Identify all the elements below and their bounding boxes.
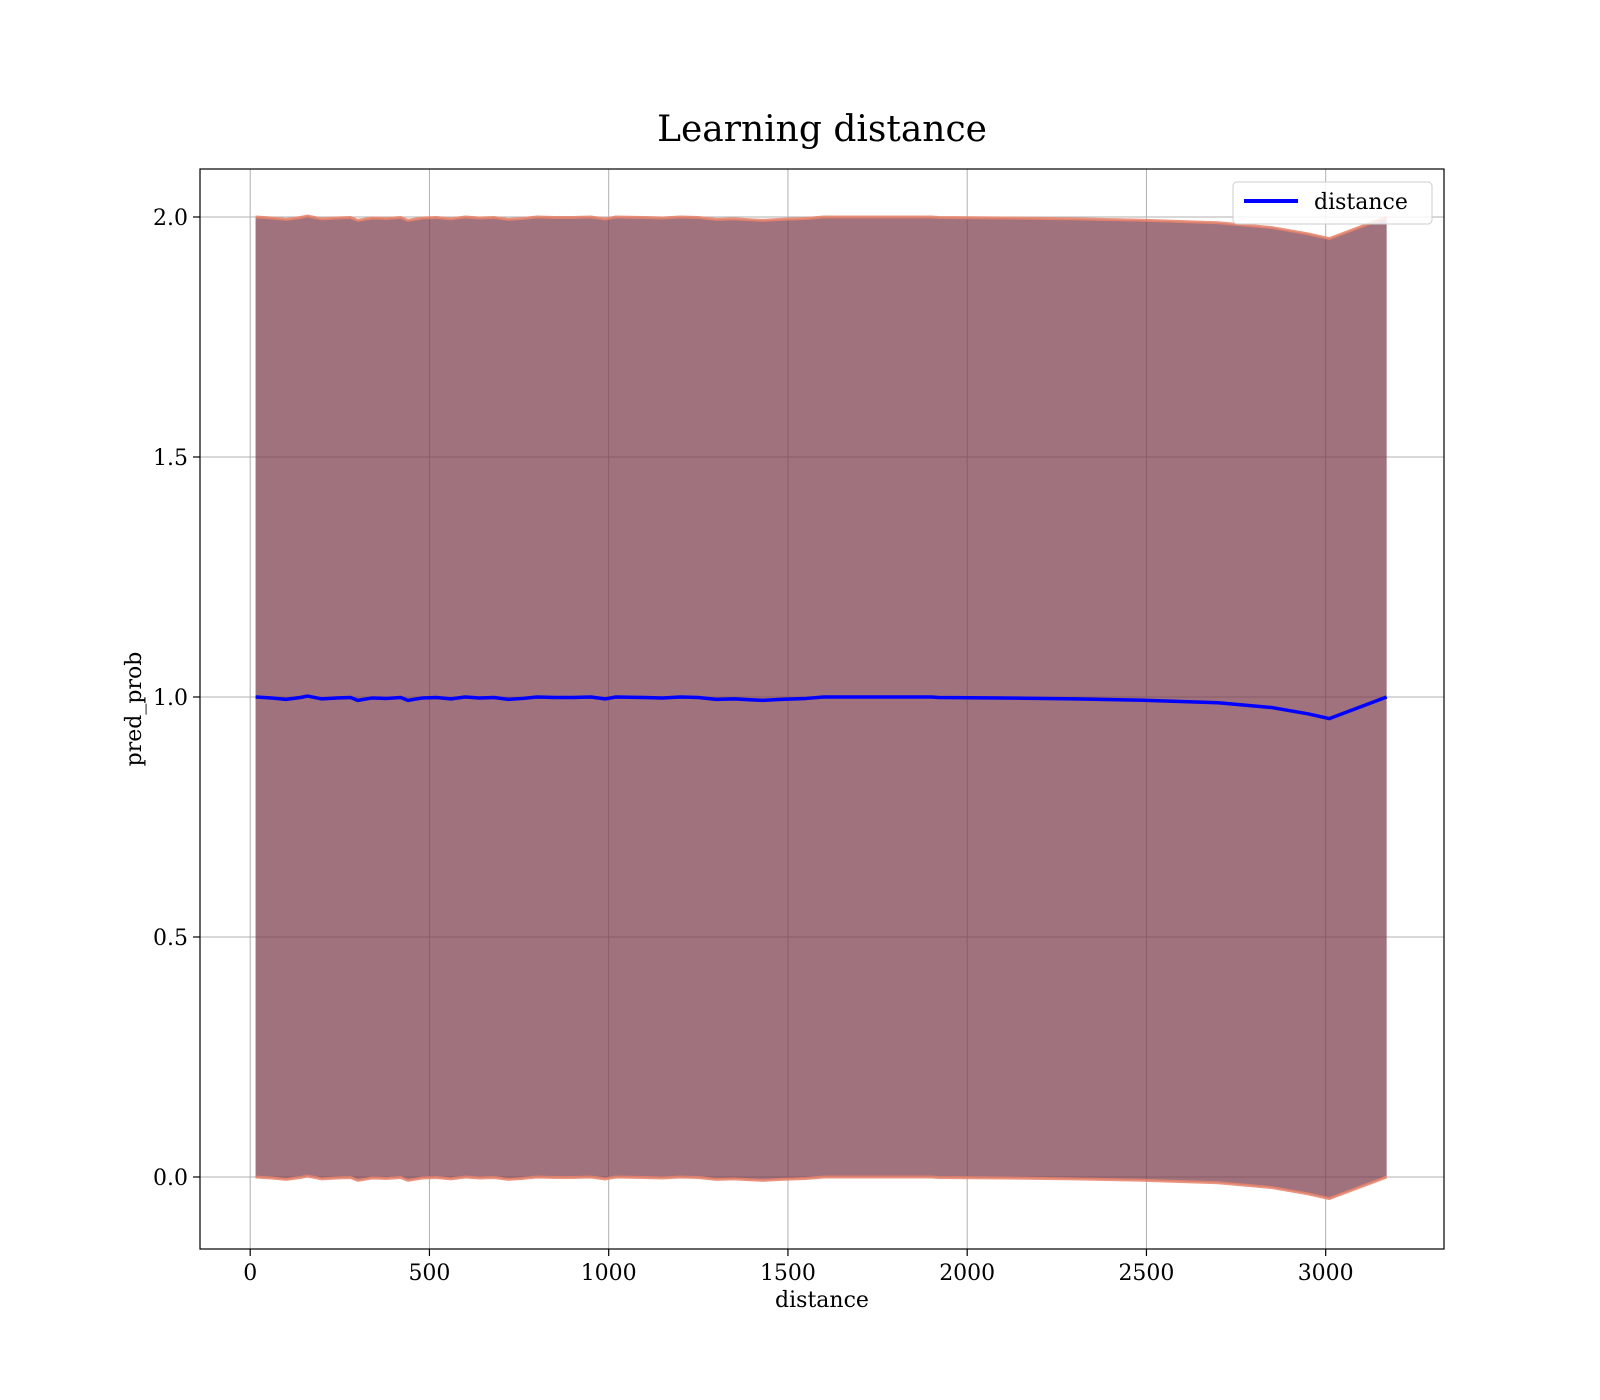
y-axis-ticks: 0.0 0.5 1.0 1.5 2.0 [153,206,200,1191]
y-axis-label: pred_prob [122,652,147,767]
y-tick-label: 1.0 [153,686,188,711]
band-upper-edge [255,214,1388,241]
x-axis-ticks: 0 500 1000 1500 2000 2500 3000 [243,1249,1354,1286]
chart-title: Learning distance [657,109,987,150]
x-tick-label: 2000 [939,1261,995,1286]
x-tick-label: 3000 [1298,1261,1354,1286]
y-tick-label: 1.5 [153,446,188,471]
x-tick-label: 1500 [760,1261,816,1286]
x-tick-label: 1000 [581,1261,637,1286]
y-tick-label: 2.0 [153,206,188,231]
series-layer [255,694,1388,721]
x-tick-label: 500 [408,1261,450,1286]
y-tick-label: 0.0 [153,1166,188,1191]
series-line-distance [255,694,1388,721]
y-tick-label: 0.5 [153,926,188,951]
legend-entry-distance: distance [1314,190,1408,215]
x-axis-label: distance [775,1288,869,1313]
band-layer [255,214,1388,1201]
band-lower-edge [255,1174,1388,1201]
plot-frame [199,168,1445,1250]
confidence-band [255,216,1387,1199]
x-tick-label: 0 [243,1261,257,1286]
x-tick-label: 2500 [1118,1261,1174,1286]
legend-box [1232,181,1433,225]
legend: distance [1232,181,1433,225]
